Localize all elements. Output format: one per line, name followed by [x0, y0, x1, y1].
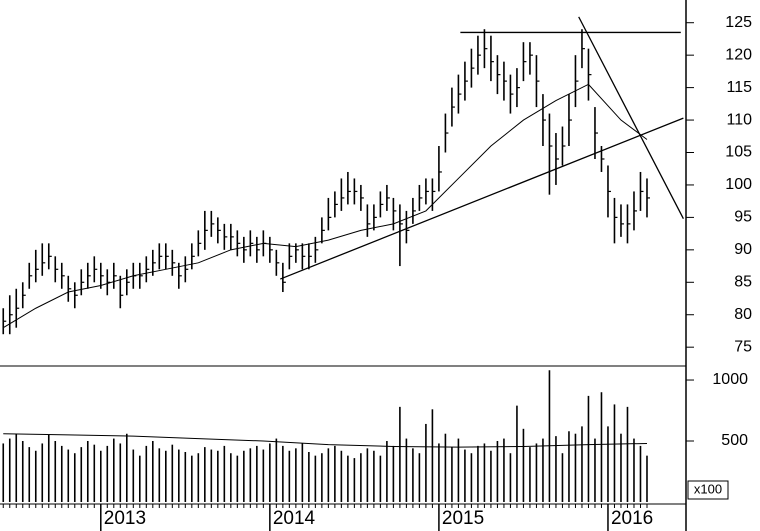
moving-average: [2, 83, 648, 329]
y-tick-label: 105: [725, 144, 752, 161]
y-tick-label: 100: [725, 176, 752, 193]
volume-tick-label: 500: [721, 432, 748, 449]
y-tick-label: 125: [725, 14, 752, 31]
y-tick-label: 95: [734, 209, 752, 226]
y-tick-label: 85: [734, 274, 752, 291]
x-tick-label: 2015: [442, 508, 484, 529]
y-tick-label: 90: [734, 241, 752, 258]
volume-tick-label: 1000: [712, 371, 748, 388]
volume-average: [3, 433, 647, 448]
x-tick-label: 2016: [611, 508, 653, 529]
y-tick-label: 80: [734, 306, 752, 323]
volume-unit: x100: [694, 481, 722, 496]
x-tick-label: 2014: [273, 508, 316, 529]
trendline: [280, 117, 684, 280]
unit-box: [687, 480, 729, 500]
x-tick-label: 2013: [104, 508, 146, 529]
y-tick-label: 110: [726, 111, 752, 128]
trendline: [578, 16, 684, 219]
y-tick-label: 75: [734, 338, 752, 355]
y-tick-label: 120: [725, 46, 752, 63]
y-tick-label: 115: [726, 79, 752, 96]
